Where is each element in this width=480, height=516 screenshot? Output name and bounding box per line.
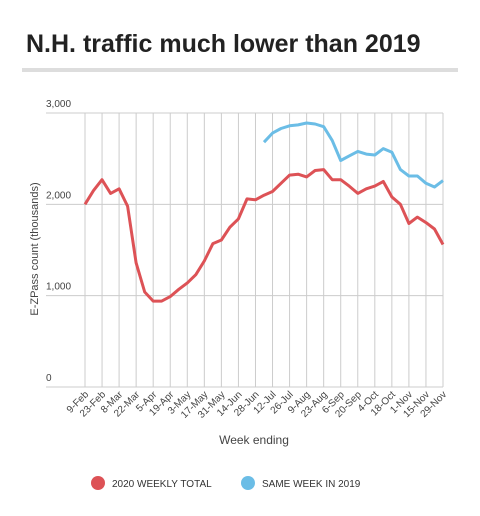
chart-title: N.H. traffic much lower than 2019 bbox=[26, 30, 421, 58]
y-tick-label: 0 bbox=[46, 373, 52, 384]
y-tick-label: 2,000 bbox=[46, 190, 71, 201]
legend-swatch bbox=[241, 476, 255, 490]
series-line bbox=[83, 168, 445, 303]
legend-swatch bbox=[91, 476, 105, 490]
title-rule bbox=[22, 68, 458, 72]
y-tick-label: 3,000 bbox=[46, 99, 71, 110]
y-tick-label: 1,000 bbox=[46, 282, 71, 293]
series-line bbox=[262, 121, 444, 189]
legend-label: SAME WEEK IN 2019 bbox=[262, 479, 361, 490]
y-axis-label: E-ZPass count (thousands) bbox=[29, 182, 41, 315]
x-axis-label: Week ending bbox=[219, 433, 289, 447]
legend-label: 2020 WEEKLY TOTAL bbox=[112, 479, 212, 490]
